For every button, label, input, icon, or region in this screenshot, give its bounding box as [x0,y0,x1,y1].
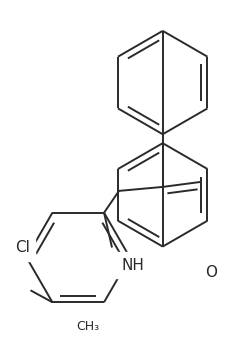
Text: NH: NH [121,258,144,273]
Text: CH₃: CH₃ [76,319,100,333]
Text: O: O [205,265,217,280]
Text: Cl: Cl [15,240,30,255]
